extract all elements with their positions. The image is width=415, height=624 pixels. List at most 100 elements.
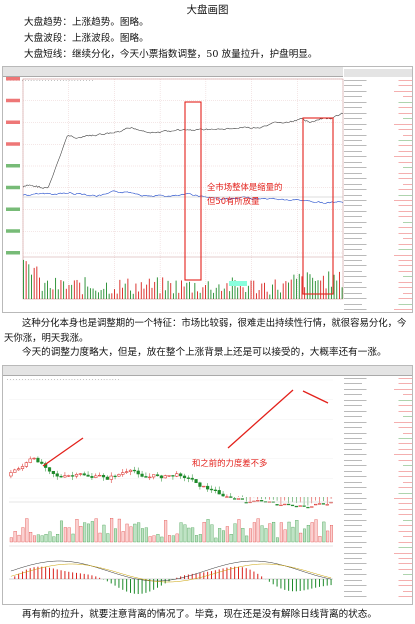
volume-bar	[295, 520, 299, 543]
kline-candle	[113, 475, 117, 478]
volume-bar	[144, 527, 148, 543]
volume-bar	[23, 259, 24, 299]
volume-bar	[226, 283, 228, 299]
volume-bar	[282, 283, 284, 299]
kline-candle	[310, 506, 314, 508]
volume-bar	[314, 280, 316, 299]
volume-bar	[67, 527, 71, 543]
intro-line-trend: 大盘趋势：上涨趋势。图略。	[24, 17, 149, 28]
volume-bar	[202, 287, 204, 299]
volume-bar	[293, 274, 295, 299]
kline-candle	[179, 473, 183, 477]
volume-bar	[320, 280, 322, 299]
time-marker	[229, 281, 247, 286]
kline-candle	[55, 473, 59, 477]
volume-bar	[71, 533, 75, 543]
volume-bar	[138, 291, 140, 299]
volume-bar	[79, 282, 81, 299]
kline-candle	[225, 496, 229, 498]
volume-bar	[247, 285, 249, 299]
kline-candle	[59, 475, 63, 478]
volume-bar	[127, 278, 129, 299]
volume-bar	[32, 535, 36, 543]
volume-bar	[277, 289, 279, 299]
intro-line-wave: 大盘波段：上涨波段。图略。	[24, 33, 149, 44]
volume-bar	[60, 280, 62, 299]
volume-bar	[215, 287, 217, 299]
volume-bar	[148, 278, 150, 299]
volume-bar	[213, 292, 215, 299]
chart1-annotation-line1: 全市场整体是缩量的	[207, 182, 283, 192]
volume-bar	[285, 281, 287, 299]
volume-bar	[172, 293, 174, 299]
volume-bar	[151, 287, 153, 299]
volume-bar	[40, 535, 44, 543]
kline-candle	[213, 489, 217, 491]
kline-candle	[117, 474, 121, 477]
volume-bar	[36, 266, 38, 299]
volume-bar	[245, 291, 247, 299]
volume-bar	[84, 277, 86, 299]
volume-bar	[21, 527, 25, 543]
volume-bar	[63, 281, 65, 299]
volume-bar	[41, 290, 43, 299]
volume-bar	[191, 292, 193, 299]
volume-bar	[336, 280, 338, 299]
volume-bar	[291, 526, 295, 543]
kline-candle	[32, 457, 36, 460]
volume-bar	[49, 288, 51, 299]
volume-bar	[191, 527, 195, 543]
volume-bar	[175, 533, 179, 543]
volume-bar	[114, 289, 115, 299]
volume-bar	[31, 274, 32, 299]
kline-candle	[140, 473, 144, 477]
kline-candle	[105, 476, 109, 480]
kline-candle	[67, 475, 71, 477]
volume-bar	[304, 287, 306, 299]
volume-bar	[25, 261, 27, 299]
volume-bar	[330, 286, 332, 299]
kline-candle	[244, 501, 248, 504]
volume-bar	[218, 528, 222, 543]
kline-candle	[94, 475, 98, 478]
volume-bar	[175, 280, 177, 299]
volume-bar	[317, 280, 319, 299]
volume-bar	[283, 529, 287, 543]
volume-bar	[63, 527, 67, 543]
kline-candle	[217, 490, 221, 495]
kline-candle	[290, 504, 295, 507]
kline-candle	[28, 458, 32, 463]
volume-bar	[29, 532, 33, 543]
volume-bar	[108, 293, 110, 299]
volume-bar	[92, 288, 94, 299]
volume-bar	[89, 288, 91, 299]
kline-candle	[63, 475, 67, 478]
kline-candle	[256, 500, 260, 502]
volume-bar	[39, 277, 40, 299]
intro-line-short: 大盘短线：继续分化，今天小票指数调整，50 放量拉升，护盘明显。	[24, 49, 318, 60]
kline-candle	[128, 469, 133, 472]
volume-bar	[124, 283, 126, 299]
volume-bar	[79, 526, 83, 543]
volume-bar	[338, 271, 340, 299]
quote-panel-2: ――――― ――― ―――― ――― ――――― ―――― ―――― ―― ――――― ―――…	[344, 377, 412, 601]
volume-bar	[87, 286, 89, 299]
volume-bar	[198, 534, 202, 543]
volume-bar	[237, 287, 239, 299]
kline-candle	[144, 476, 148, 478]
kline-candle	[101, 474, 106, 478]
kline-candle	[298, 505, 302, 507]
volume-bar	[189, 281, 190, 299]
volume-bar	[310, 522, 314, 543]
volume-bar	[302, 528, 306, 543]
kline-candle	[13, 469, 17, 473]
volume-bar	[306, 525, 310, 543]
volume-bar	[111, 293, 113, 299]
volume-bar	[239, 284, 241, 299]
kline-candle	[175, 473, 179, 477]
volume-bar	[135, 283, 137, 299]
volume-bar	[312, 277, 314, 299]
kline-candle	[82, 473, 86, 476]
volume-bar	[269, 294, 271, 299]
volume-bar	[266, 291, 268, 299]
